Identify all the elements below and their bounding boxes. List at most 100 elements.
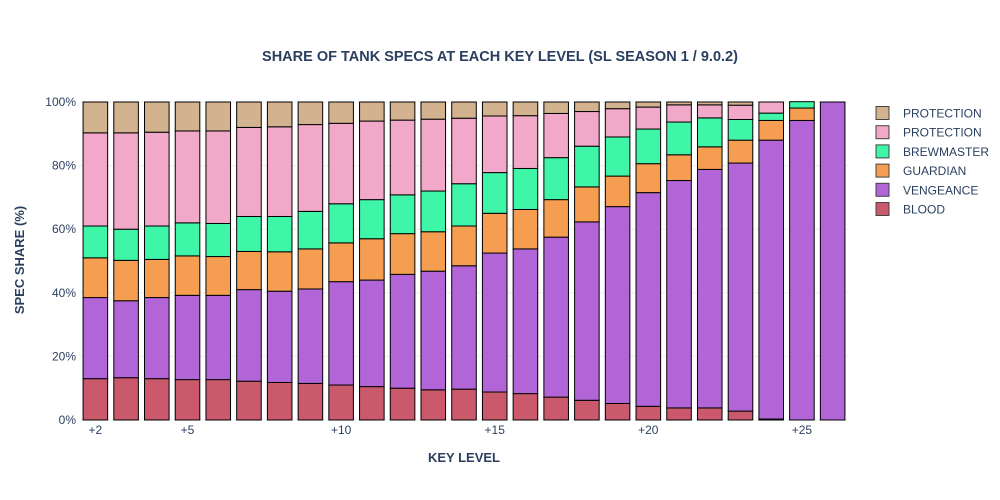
y-tick-label: 20% (52, 349, 76, 363)
bar-segment-brewmaster (266, 215, 293, 253)
x-tick-label: +25 (792, 423, 813, 437)
bar-segment-vengeance (174, 294, 201, 381)
bar-segment-protection (82, 132, 109, 227)
bar-segment-protection (113, 132, 139, 230)
y-tick-label: 80% (52, 159, 76, 173)
bar-segment-blood (512, 393, 539, 421)
bar-segment-brewmaster (727, 118, 754, 141)
bar-segment-vengeance (451, 265, 477, 390)
bar-segment-brewmaster (328, 203, 354, 244)
bar-segment-vengeance (604, 206, 631, 404)
bar-segment-protection (359, 101, 385, 122)
bar-segment-guardian (696, 146, 723, 170)
bar-segment-protection (144, 131, 170, 227)
bar-segment-guardian (174, 255, 201, 296)
x-tick-label: +15 (485, 423, 506, 437)
bar-segment-protection (389, 119, 416, 196)
bar-segment-protection (328, 122, 354, 205)
bar-segment-guardian (789, 107, 815, 121)
bar-segment-protection (236, 101, 262, 128)
legend-label: PROTECTION (903, 107, 982, 121)
bar-segment-protection (604, 108, 631, 138)
bar-segment-vengeance (789, 119, 815, 421)
bar-segment-vengeance (236, 289, 262, 382)
bar-segment-blood (205, 379, 232, 421)
x-tick-label: +2 (89, 423, 103, 437)
bar-segment-protection (574, 111, 600, 147)
bar-segment-protection (144, 101, 170, 133)
legend-swatch (875, 182, 890, 197)
chart-title: SHARE OF TANK SPECS AT EACH KEY LEVEL (S… (262, 49, 738, 65)
legend-label: BLOOD (903, 203, 945, 217)
bar-segment-brewmaster (512, 167, 539, 210)
bar-segment-protection (512, 101, 539, 117)
y-tick-label: 40% (52, 286, 76, 300)
bar-segment-vengeance (543, 236, 569, 398)
bar-segment-blood (481, 391, 508, 421)
bar-segment-guardian (297, 248, 324, 290)
bar-segment-brewmaster (789, 101, 815, 109)
bar-segment-blood (543, 396, 569, 421)
legend-label: GUARDIAN (903, 164, 966, 178)
bar-segment-protection (174, 101, 201, 132)
bar-segment-vengeance (359, 279, 385, 388)
bar-segment-guardian (635, 163, 662, 194)
bar-segment-protection (359, 120, 385, 201)
y-tick-label: 100% (45, 95, 76, 109)
legend-swatch (875, 202, 890, 216)
bar-segment-blood (635, 405, 662, 421)
bar-segment-protection (666, 101, 692, 106)
bar-segment-vengeance (574, 221, 600, 401)
bar-segment-protection (113, 101, 139, 134)
bar-segment-guardian (543, 199, 569, 238)
bar-segment-guardian (604, 175, 631, 208)
bar-segment-guardian (574, 186, 600, 223)
legend-label: VENGEANCE (903, 183, 978, 197)
bar-segment-blood (266, 381, 293, 421)
bar-segment-protection (420, 118, 447, 192)
bar-segment-blood (696, 407, 723, 421)
bar-segment-protection (297, 124, 324, 212)
bar-segment-brewmaster (635, 128, 662, 165)
bar-segment-protection (266, 101, 293, 128)
bar-segment-protection (297, 101, 324, 126)
bar-segment-guardian (666, 154, 692, 182)
bar-segment-brewmaster (574, 145, 600, 188)
bar-segment-guardian (144, 258, 170, 299)
bar-segment-vengeance (696, 168, 723, 409)
bar-segment-blood (297, 382, 324, 421)
bar-segment-protection (512, 115, 539, 169)
legend-swatch (875, 163, 890, 178)
bar-segment-brewmaster (481, 172, 508, 214)
bar-segment-blood (451, 388, 477, 421)
x-tick-label: +20 (638, 423, 659, 437)
legend-label: BREWMASTER (903, 145, 989, 159)
bar-segment-guardian (420, 231, 447, 272)
bar-segment-protection (205, 101, 232, 132)
bar-segment-vengeance (481, 252, 508, 393)
bar-segment-protection (236, 126, 262, 217)
bar-segment-brewmaster (174, 222, 201, 257)
bar-segment-protection (604, 101, 631, 110)
bar-segment-brewmaster (82, 225, 109, 259)
bar-segment-blood (144, 378, 170, 421)
bar-segment-protection (574, 101, 600, 113)
bar-segment-brewmaster (236, 215, 262, 252)
bars-layer (82, 101, 846, 421)
bar-segment-brewmaster (604, 136, 631, 177)
bar-segment-vengeance (205, 294, 232, 381)
bar-segment-vengeance (512, 248, 539, 395)
bar-segment-blood (174, 379, 201, 421)
bar-segment-brewmaster (144, 225, 170, 260)
bar-segment-guardian (451, 225, 477, 267)
bar-segment-protection (727, 104, 754, 120)
x-tick-label: +5 (181, 423, 195, 437)
bar-segment-protection (635, 106, 662, 130)
bar-segment-guardian (389, 233, 416, 275)
y-tick-label: 60% (52, 222, 76, 236)
bar-segment-protection (696, 101, 723, 106)
bar-segment-protection (481, 115, 508, 174)
y-tick-label: 0% (59, 413, 77, 427)
